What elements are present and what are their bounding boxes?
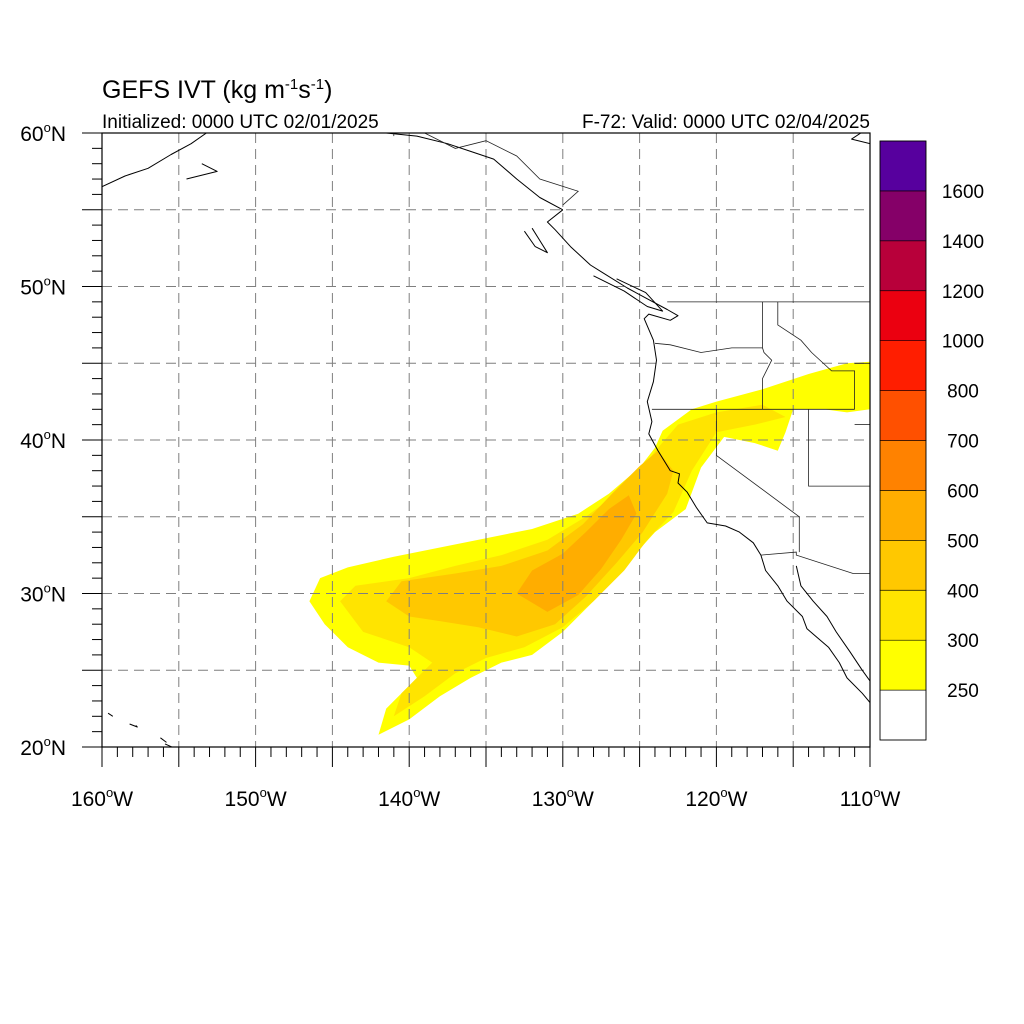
lat-label: 20oN bbox=[20, 734, 66, 760]
lat-label: 40oN bbox=[20, 427, 66, 453]
ivt-shading bbox=[309, 361, 870, 735]
colorbar-swatch bbox=[879, 490, 927, 541]
map-plot-area bbox=[102, 133, 870, 747]
colorbar-label: 1000 bbox=[942, 332, 984, 353]
colorbar-label: 1400 bbox=[942, 232, 984, 253]
colorbar-label: 250 bbox=[947, 681, 979, 702]
colorbar-label: 500 bbox=[947, 531, 979, 552]
lon-label: 140oW bbox=[378, 785, 440, 811]
ivt-contour-400-0 bbox=[386, 450, 674, 637]
colorbar-swatch bbox=[879, 340, 927, 391]
colorbar-label: 300 bbox=[947, 631, 979, 652]
colorbar-swatch bbox=[879, 240, 927, 292]
latitude-labels: 60oN 50oN 40oN 30oN 20oN bbox=[20, 120, 66, 760]
coastlines bbox=[102, 133, 870, 747]
colorbar-label: 600 bbox=[947, 481, 979, 502]
coastline-segment bbox=[386, 133, 564, 211]
coastline-segment bbox=[129, 723, 138, 728]
lon-label: 130oW bbox=[532, 785, 594, 811]
border-segment bbox=[716, 409, 800, 518]
colorbar-swatch bbox=[879, 290, 927, 341]
axis-ticks bbox=[82, 132, 871, 767]
coastline-segment bbox=[164, 743, 174, 747]
coastline-segment bbox=[795, 565, 870, 682]
colorbar-label: 1600 bbox=[942, 182, 984, 203]
lon-label: 120oW bbox=[685, 785, 747, 811]
initialized-label: Initialized: 0000 UTC 02/01/2025 bbox=[102, 112, 379, 133]
colorbar-swatch bbox=[879, 539, 927, 591]
coastline-segment bbox=[523, 227, 548, 254]
chart-title: GEFS IVT (kg m-1s-1) bbox=[102, 76, 332, 104]
colorbar-swatch bbox=[879, 140, 927, 192]
colorbar-swatch bbox=[879, 390, 927, 441]
coastline-segment bbox=[160, 737, 167, 743]
colorbar-swatch bbox=[879, 190, 927, 242]
coastline-segment bbox=[593, 275, 664, 312]
colorbar-label: 1200 bbox=[942, 282, 984, 303]
colorbar-label: 400 bbox=[947, 581, 979, 602]
valid-time-label: F-72: Valid: 0000 UTC 02/04/2025 bbox=[582, 112, 870, 133]
border-segment bbox=[424, 133, 579, 206]
lon-label: 150oW bbox=[225, 785, 287, 811]
border-segment bbox=[777, 301, 855, 410]
coastline-segment bbox=[102, 133, 207, 188]
coastline-segment bbox=[851, 133, 870, 145]
colorbar-frame bbox=[879, 140, 927, 741]
border-segment bbox=[808, 409, 870, 487]
colorbar-swatch bbox=[879, 639, 927, 691]
colorbar-label: 700 bbox=[947, 432, 979, 453]
longitude-labels: 160oW 150oW 140oW 130oW 120oW 110oW bbox=[71, 785, 901, 811]
ivt-contour-500-0 bbox=[516, 495, 637, 612]
colorbar-label: 800 bbox=[947, 382, 979, 403]
border-segment bbox=[762, 301, 773, 410]
lat-label: 60oN bbox=[20, 120, 66, 146]
coastline-segment bbox=[546, 209, 870, 703]
lon-label: 110oW bbox=[840, 785, 901, 811]
border-segment bbox=[760, 551, 870, 574]
colorbar-swatch bbox=[879, 589, 927, 641]
colorbar-labels: 250 300 400 500 600 700 800 1000 1200 1400 1600 bbox=[942, 182, 984, 702]
lat-label: 30oN bbox=[20, 581, 66, 607]
lon-label: 160oW bbox=[71, 785, 133, 811]
lat-label: 50oN bbox=[20, 274, 66, 300]
coastline-segment bbox=[107, 712, 114, 717]
colorbar bbox=[879, 140, 927, 741]
border-segment bbox=[654, 342, 763, 353]
graticule-grid bbox=[102, 133, 870, 747]
colorbar-swatch bbox=[879, 689, 927, 741]
political-borders bbox=[393, 133, 870, 574]
colorbar-swatch bbox=[879, 440, 927, 491]
coastline-segment bbox=[186, 163, 218, 180]
